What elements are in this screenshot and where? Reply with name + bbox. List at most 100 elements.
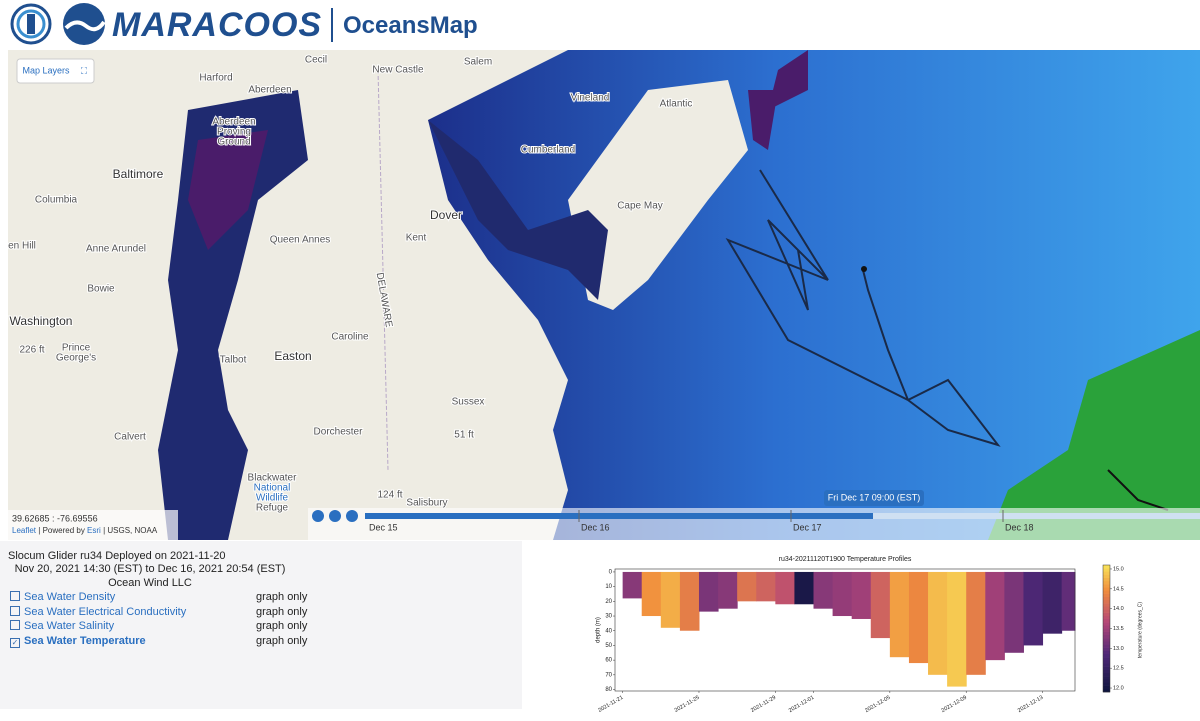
separator: [331, 8, 333, 42]
colorbar-segment: [1103, 650, 1110, 655]
header: MARACOOS OceansMap: [0, 0, 1200, 48]
colorbar-segment: [1103, 568, 1110, 572]
profile-column: [641, 571, 662, 617]
colorbar-segment: [1103, 587, 1110, 591]
variable-mode: graph only: [256, 605, 308, 618]
place-label: Baltimore: [113, 167, 164, 181]
timeline-track[interactable]: [873, 513, 1200, 519]
colorbar-tick-label: 15.0: [1113, 566, 1124, 572]
profile-column: [1042, 571, 1063, 634]
colorbar-segment: [1103, 609, 1110, 613]
play-button[interactable]: [312, 510, 324, 522]
colorbar-segment: [1103, 634, 1110, 639]
variable-name[interactable]: Sea Water Temperature: [24, 634, 146, 647]
profile-column: [1004, 571, 1024, 653]
y-tick-label: 70: [605, 672, 612, 678]
colorbar-segment: [1103, 606, 1110, 610]
y-tick-label: 60: [605, 658, 612, 664]
chart-title: ru34-20211120T1900 Temperature Profiles: [779, 556, 912, 563]
variable-mode: graph only: [256, 634, 308, 647]
place-label: Sussex: [452, 397, 485, 408]
date-range: Nov 20, 2021 14:30 (EST) to Dec 16, 2021…: [14, 563, 286, 575]
colorbar-segment: [1103, 618, 1110, 623]
checkbox[interactable]: [10, 620, 20, 630]
day-label: Dec 15: [369, 522, 398, 532]
y-tick-label: 0: [609, 570, 613, 576]
profile-column: [851, 571, 872, 619]
profile-column: [660, 571, 681, 628]
colorbar-segment: [1103, 577, 1110, 582]
forward-button[interactable]: [346, 510, 358, 522]
timeline-progress[interactable]: [365, 513, 873, 519]
place-label: Cumberland: [521, 145, 575, 156]
place-label: Anne Arundel: [86, 244, 146, 255]
layers-button[interactable]: [16, 58, 95, 84]
attribution-text: | USGS, NOAA: [103, 526, 158, 535]
colorbar-segment: [1103, 590, 1110, 594]
coordinates: 39.62685 : -76.69556: [12, 513, 98, 523]
variable-name[interactable]: Sea Water Salinity: [24, 620, 115, 632]
expand-icon[interactable]: ⛶: [80, 65, 88, 75]
place-label: Queen Annes: [270, 235, 331, 246]
place-label: Cecil: [305, 55, 327, 66]
colorbar-segment: [1103, 688, 1110, 693]
place-label: Vineland: [571, 93, 610, 104]
place-label: Aberdeen: [212, 117, 255, 128]
place-label: Caroline: [331, 332, 369, 343]
colorbar-tick-label: 13.5: [1113, 626, 1124, 632]
map[interactable]: Harford Cecil New Castle Salem Vineland …: [8, 50, 1200, 540]
colorbar-tick-label: 14.0: [1113, 606, 1124, 612]
variable-name[interactable]: Sea Water Electrical Conductivity: [24, 605, 187, 618]
timeline: [308, 508, 1200, 540]
profile-column: [794, 571, 815, 605]
brand: MARACOOS: [112, 6, 323, 44]
variable-mode: graph only: [256, 591, 308, 603]
colorbar-tick-label: 12.5: [1113, 666, 1124, 672]
place-label: Calvert: [114, 432, 146, 443]
leaflet-link[interactable]: Leaflet: [12, 526, 37, 535]
place-label: Salisbury: [406, 498, 447, 509]
profile-column: [870, 571, 891, 639]
place-label: Atlantic: [660, 99, 693, 110]
place-label: 226 ft: [19, 345, 44, 356]
colorbar-tick-label: 14.5: [1113, 586, 1124, 592]
place-label: Aberdeen: [248, 85, 291, 96]
colorbar-segment: [1103, 666, 1110, 671]
back-button[interactable]: [329, 510, 341, 522]
colorbar-segment: [1103, 682, 1110, 686]
colorbar-segment: [1103, 596, 1110, 601]
y-axis-label: depth (m): [596, 617, 602, 643]
place-label: Dover: [430, 208, 462, 222]
colorbar-segment: [1103, 615, 1110, 620]
place-label: Harford: [199, 73, 232, 84]
place-label: Ground: [217, 137, 250, 148]
time-tooltip: [824, 490, 924, 506]
place-label: Wildlife: [256, 493, 289, 504]
variable-name[interactable]: Sea Water Density: [24, 591, 116, 603]
place-label: Blackwater: [248, 473, 298, 484]
layers-button-label[interactable]: Map Layers: [22, 65, 70, 75]
profile-column: [985, 571, 1005, 661]
checkbox[interactable]: [10, 605, 20, 616]
variable-row: Sea Water Density graph only: [10, 591, 310, 605]
colorbar-segment: [1103, 657, 1110, 661]
checkbox[interactable]: ✓: [10, 637, 20, 648]
colorbar-segment: [1103, 574, 1110, 578]
esri-link[interactable]: Esri: [87, 526, 101, 535]
y-tick-label: 30: [605, 614, 612, 620]
place-label: 124 ft: [377, 490, 402, 501]
colorbar-segment: [1103, 676, 1110, 680]
colorbar-segment: [1103, 584, 1110, 588]
profile-column: [947, 571, 967, 687]
colorbar-segment: [1103, 612, 1110, 617]
checkbox[interactable]: [10, 591, 20, 601]
colorbar-segment: [1103, 571, 1110, 575]
day-label: Dec 17: [793, 522, 822, 532]
colorbar-segment: [1103, 647, 1110, 652]
place-label: New Castle: [372, 65, 424, 76]
profile-column: [756, 571, 776, 602]
colorbar-segment: [1103, 663, 1110, 667]
y-tick-label: 20: [605, 599, 612, 605]
variable-row: ✓ Sea Water Temperature graph only: [10, 635, 310, 649]
colorbar-segment: [1103, 685, 1110, 690]
